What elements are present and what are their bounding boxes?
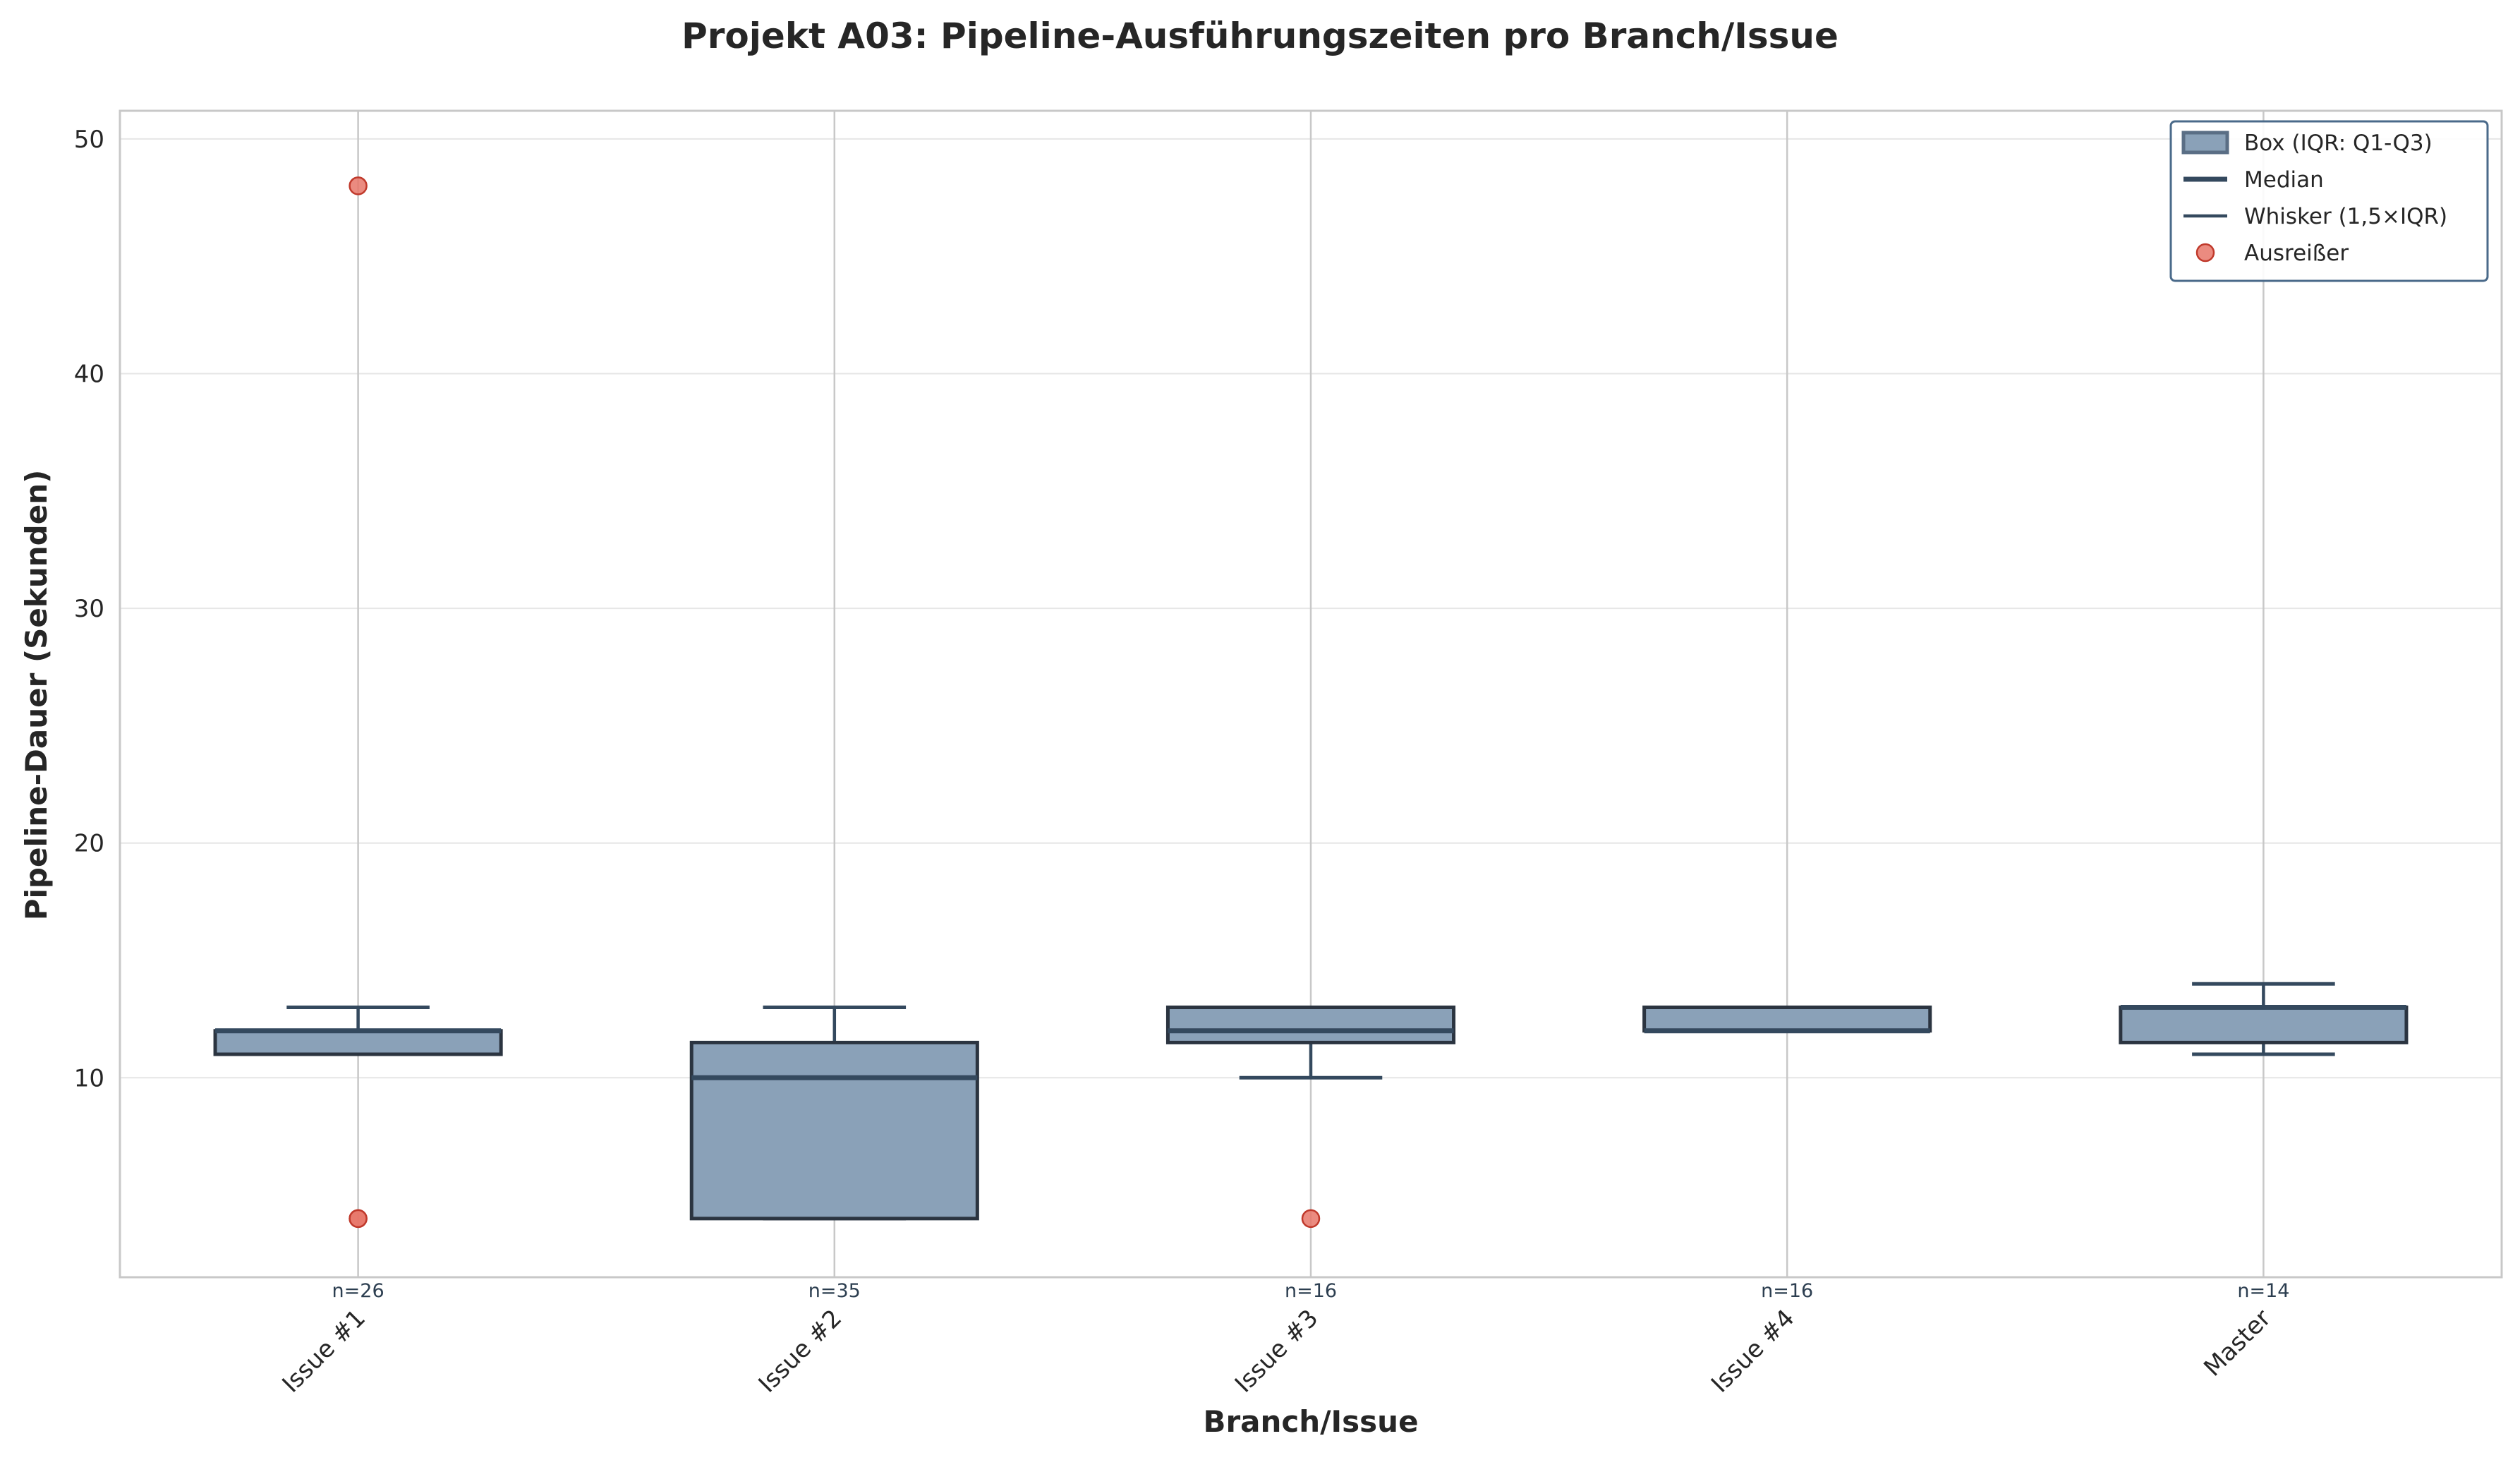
box-group: n=14 <box>2119 982 2409 1302</box>
x-tick-label: Issue #4 <box>1706 1304 1800 1399</box>
legend-box-swatch <box>2181 131 2229 155</box>
legend-label: Box (IQR: Q1-Q3) <box>2244 131 2433 156</box>
x-tick-label: Issue #2 <box>753 1304 848 1399</box>
outlier-point <box>349 176 368 195</box>
x-tick-label: Issue #3 <box>1230 1304 1324 1399</box>
grid <box>120 111 2502 1277</box>
legend-box <box>2169 120 2489 282</box>
legend-label: Median <box>2244 167 2324 193</box>
iqr-box <box>213 1029 503 1056</box>
legend-outlier-swatch <box>2195 243 2215 263</box>
iqr-box <box>2119 1006 2409 1044</box>
plot-frame <box>119 109 2503 1279</box>
x-axis-label: Branch/Issue <box>1203 1404 1418 1439</box>
iqr-box <box>1165 1006 1456 1044</box>
y-axis-label: Pipeline-Dauer (Sekunden) <box>19 470 54 921</box>
sample-size-label: n=14 <box>2237 1280 2289 1302</box>
outlier-point <box>1301 1209 1321 1229</box>
y-tick-label: 40 <box>74 361 104 389</box>
x-tick-label: Master <box>2198 1304 2276 1382</box>
legend-label: Ausreißer <box>2244 241 2349 266</box>
sample-size-label: n=35 <box>808 1280 861 1302</box>
box-group: n=16 <box>1642 1006 1932 1302</box>
y-tick-label: 10 <box>74 1064 104 1092</box>
box-group: n=16 <box>1165 1006 1456 1302</box>
x-tick-label: Issue #1 <box>277 1304 371 1399</box>
sample-size-label: n=16 <box>1285 1280 1337 1302</box>
box-group: n=26 <box>213 176 503 1302</box>
box-group: n=35 <box>689 1006 979 1302</box>
sample-size-label: n=26 <box>332 1280 384 1302</box>
y-tick-label: 20 <box>74 830 104 858</box>
iqr-box <box>1642 1006 1932 1033</box>
sample-size-label: n=16 <box>1761 1280 1813 1302</box>
y-axis-ticks: 10 20 30 40 50 <box>74 126 104 1092</box>
iqr-box <box>689 1040 979 1221</box>
y-tick-label: 50 <box>74 126 104 154</box>
box-series: n=26 n=35 n=16 n=16 n=14 <box>213 176 2409 1302</box>
chart-title: Projekt A03: Pipeline-Ausführungszeiten … <box>682 16 1838 56</box>
legend: Box (IQR: Q1-Q3) Median Whisker (1,5×IQR) A… <box>2169 120 2489 282</box>
legend-label: Whisker (1,5×IQR) <box>2244 204 2447 229</box>
x-axis-ticks: Issue #1 Issue #2 Issue #3 Issue #4 Master <box>277 1304 2276 1399</box>
outlier-point <box>349 1209 368 1229</box>
y-tick-label: 30 <box>74 595 104 623</box>
